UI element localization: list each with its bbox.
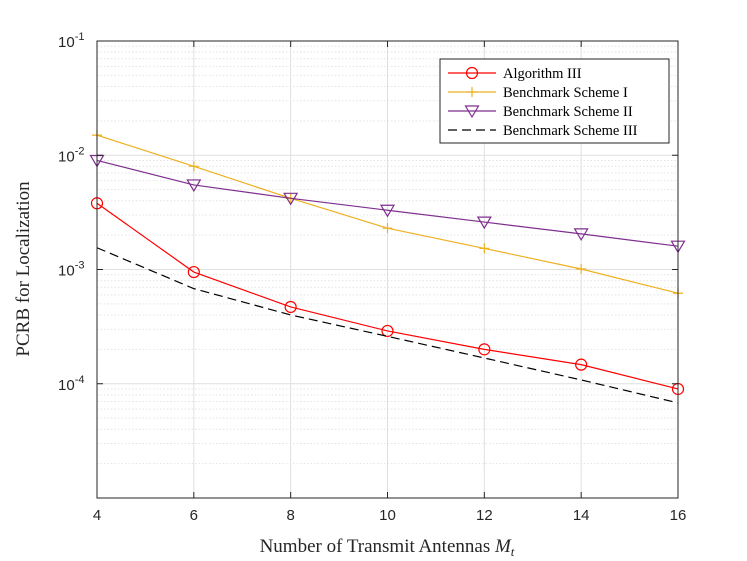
x-tick-label: 8 xyxy=(286,507,294,524)
plus-marker xyxy=(576,264,587,275)
series-line xyxy=(96,247,679,404)
series-benchmark-scheme-iii xyxy=(96,247,679,404)
circle-marker xyxy=(187,265,200,279)
plus-marker xyxy=(382,223,393,234)
x-axis-label: Number of Transmit Antennas Mt xyxy=(260,536,515,559)
x-tick-label: 10 xyxy=(379,507,396,524)
series-line xyxy=(96,159,679,247)
y-axis-label: PCRB for Localization xyxy=(13,181,34,357)
y-tick-label: 10-1 xyxy=(58,31,84,51)
circle-marker xyxy=(381,324,394,338)
series-layer xyxy=(89,130,686,404)
circle-marker xyxy=(465,66,479,80)
legend-entry: Algorithm III xyxy=(448,66,582,82)
legend-label: Benchmark Scheme III xyxy=(503,123,638,139)
legend-entry: Benchmark Scheme II xyxy=(448,104,633,120)
triangle-down-marker xyxy=(573,228,589,242)
legend-label: Algorithm III xyxy=(503,66,582,82)
x-tick-label: 12 xyxy=(476,507,493,524)
legend-entry: Benchmark Scheme I xyxy=(448,85,628,101)
x-tick-label: 16 xyxy=(670,507,687,524)
circle-marker xyxy=(575,358,588,371)
legend-entry: Benchmark Scheme III xyxy=(448,123,638,139)
x-tick-label: 6 xyxy=(190,507,198,524)
triangle-down-marker xyxy=(464,105,480,119)
plus-marker xyxy=(467,87,477,97)
plus-marker xyxy=(188,161,199,172)
triangle-down-marker xyxy=(379,204,396,218)
y-tick-label: 10-2 xyxy=(58,145,84,165)
triangle-down-marker xyxy=(186,179,202,193)
triangle-down-marker xyxy=(283,192,299,206)
circle-marker xyxy=(284,300,297,314)
series-algorithm-iii xyxy=(90,197,685,396)
legend-label: Benchmark Scheme I xyxy=(503,85,628,101)
legend: Algorithm III Benchmark Scheme I Benchmark… xyxy=(439,58,670,144)
y-tick-label: 10-4 xyxy=(58,374,84,394)
y-tick-label: 10-3 xyxy=(58,260,84,280)
x-tick-label: 4 xyxy=(93,507,101,524)
series-line xyxy=(96,202,679,390)
triangle-down-marker xyxy=(476,216,492,230)
plus-marker xyxy=(479,243,490,254)
circle-marker xyxy=(478,343,491,356)
legend-label: Benchmark Scheme II xyxy=(503,104,633,120)
ticks: 4 6 8 10 12 14 16 10-4 10-3 10-2 10-1 xyxy=(58,31,686,524)
x-tick-label: 14 xyxy=(573,507,590,524)
